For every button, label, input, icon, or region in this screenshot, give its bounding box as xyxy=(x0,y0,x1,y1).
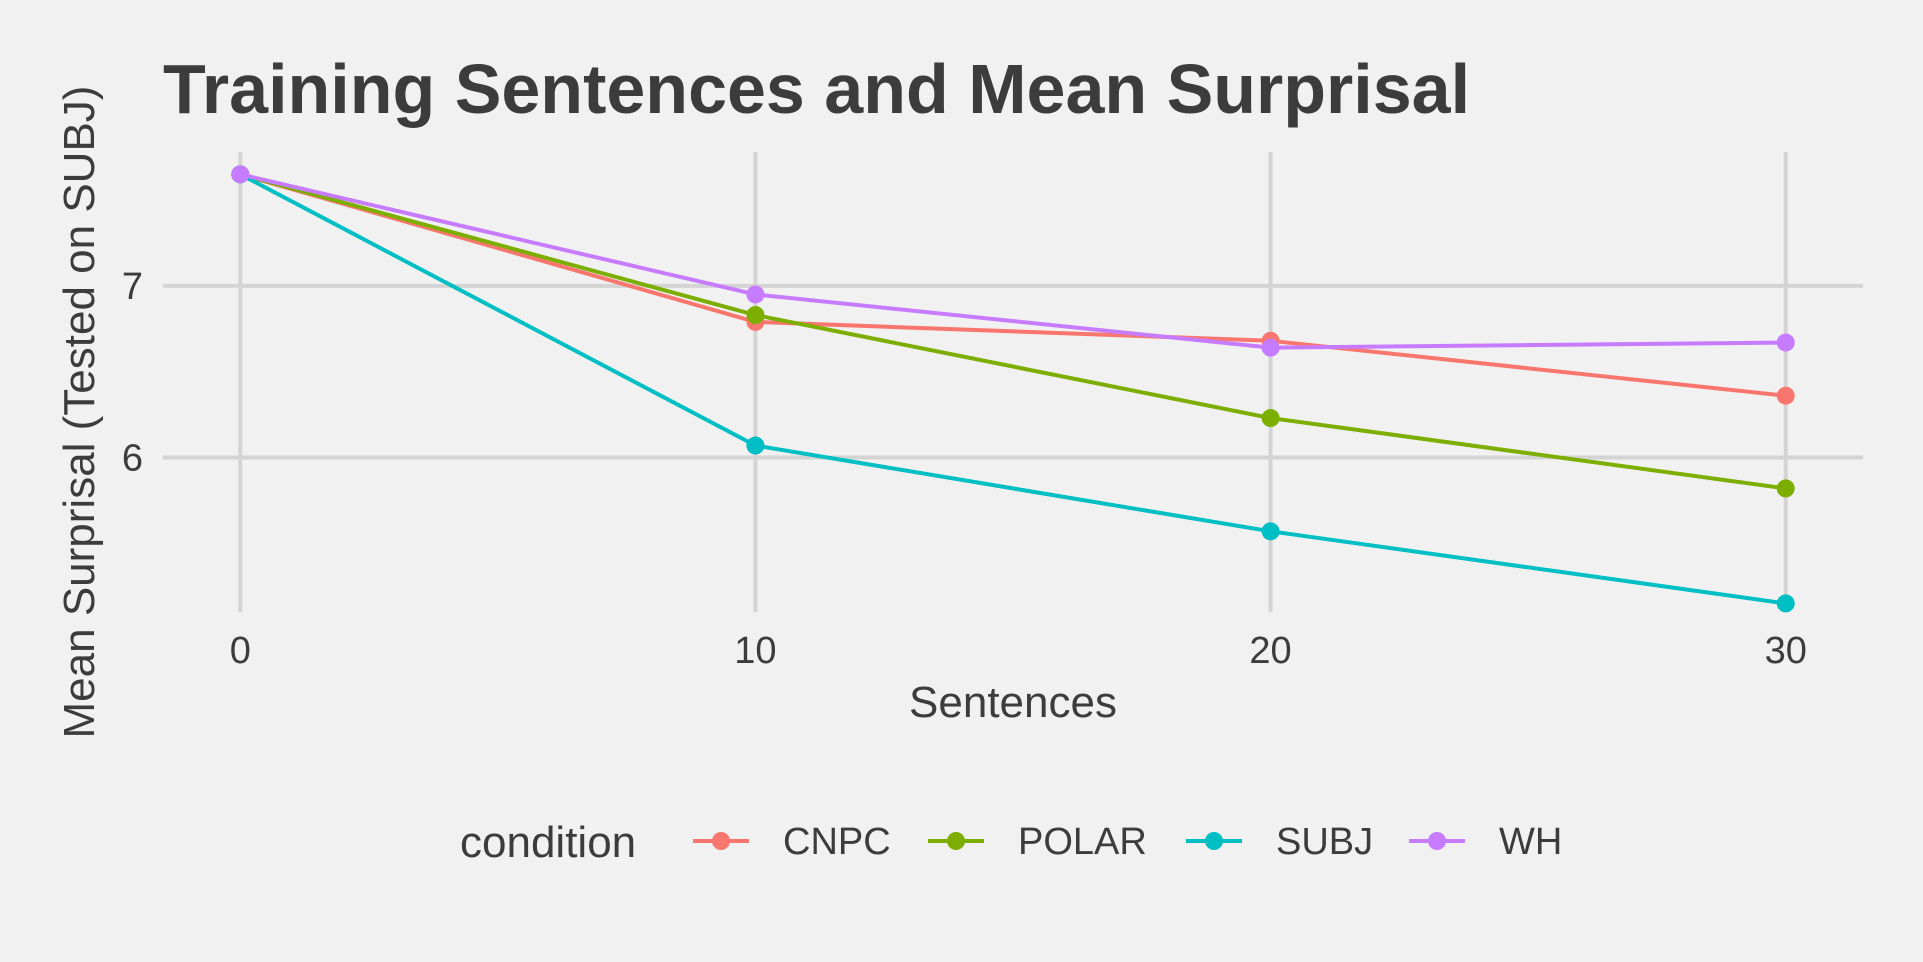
data-point-polar xyxy=(1776,479,1795,498)
legend-title: condition xyxy=(460,818,636,867)
data-point-wh xyxy=(1261,338,1280,357)
y-tick-label: 6 xyxy=(122,438,143,480)
y-tick-label: 7 xyxy=(122,266,143,308)
data-point-wh xyxy=(746,285,765,304)
data-point-cnpc xyxy=(1776,386,1795,405)
data-point-polar xyxy=(746,306,765,325)
x-tick-labels: 0 10 20 30 xyxy=(230,630,1807,672)
x-tick-label: 10 xyxy=(734,630,776,672)
legend-item-cnpc: CNPC xyxy=(693,821,891,863)
legend-item-subj: SUBJ xyxy=(1186,821,1373,863)
series-line-cnpc xyxy=(239,172,1786,398)
data-point-subj xyxy=(1776,594,1795,613)
chart-title: Training Sentences and Mean Surprisal xyxy=(163,50,1470,128)
grid xyxy=(163,152,1863,612)
series-subj xyxy=(231,165,1795,613)
legend-label: SUBJ xyxy=(1276,821,1373,863)
legend-label: WH xyxy=(1499,821,1562,863)
legend-item-polar: POLAR xyxy=(928,821,1147,863)
data-point-polar xyxy=(1261,409,1280,428)
data-point-wh xyxy=(231,165,250,184)
legend-label: CNPC xyxy=(783,821,891,863)
x-tick-label: 30 xyxy=(1765,630,1807,672)
legend-key-point xyxy=(1428,832,1446,850)
legend-key-point xyxy=(947,832,965,850)
y-axis-label: Mean Surprisal (Tested on SUBJ) xyxy=(55,86,104,739)
series-wh xyxy=(231,165,1795,357)
legend-label: POLAR xyxy=(1018,821,1147,863)
y-tick-labels: 67 xyxy=(122,266,143,480)
series-layer xyxy=(231,165,1795,613)
series-line-polar xyxy=(239,172,1786,491)
x-axis-label: Sentences xyxy=(909,678,1117,727)
legend: condition CNPC POLAR SUBJ WH xyxy=(460,818,1562,867)
data-point-subj xyxy=(746,436,765,455)
x-tick-label: 20 xyxy=(1249,630,1291,672)
series-line-wh xyxy=(239,172,1786,350)
data-point-wh xyxy=(1776,333,1795,352)
legend-key-point xyxy=(1205,832,1223,850)
plot-area xyxy=(163,152,1863,613)
legend-item-wh: WH xyxy=(1409,821,1562,863)
series-cnpc xyxy=(231,165,1795,405)
legend-items: CNPC POLAR SUBJ WH xyxy=(693,821,1562,863)
x-tick-label: 0 xyxy=(230,630,251,672)
data-point-subj xyxy=(1261,522,1280,541)
legend-key-point xyxy=(712,832,730,850)
series-line-subj xyxy=(239,172,1787,606)
